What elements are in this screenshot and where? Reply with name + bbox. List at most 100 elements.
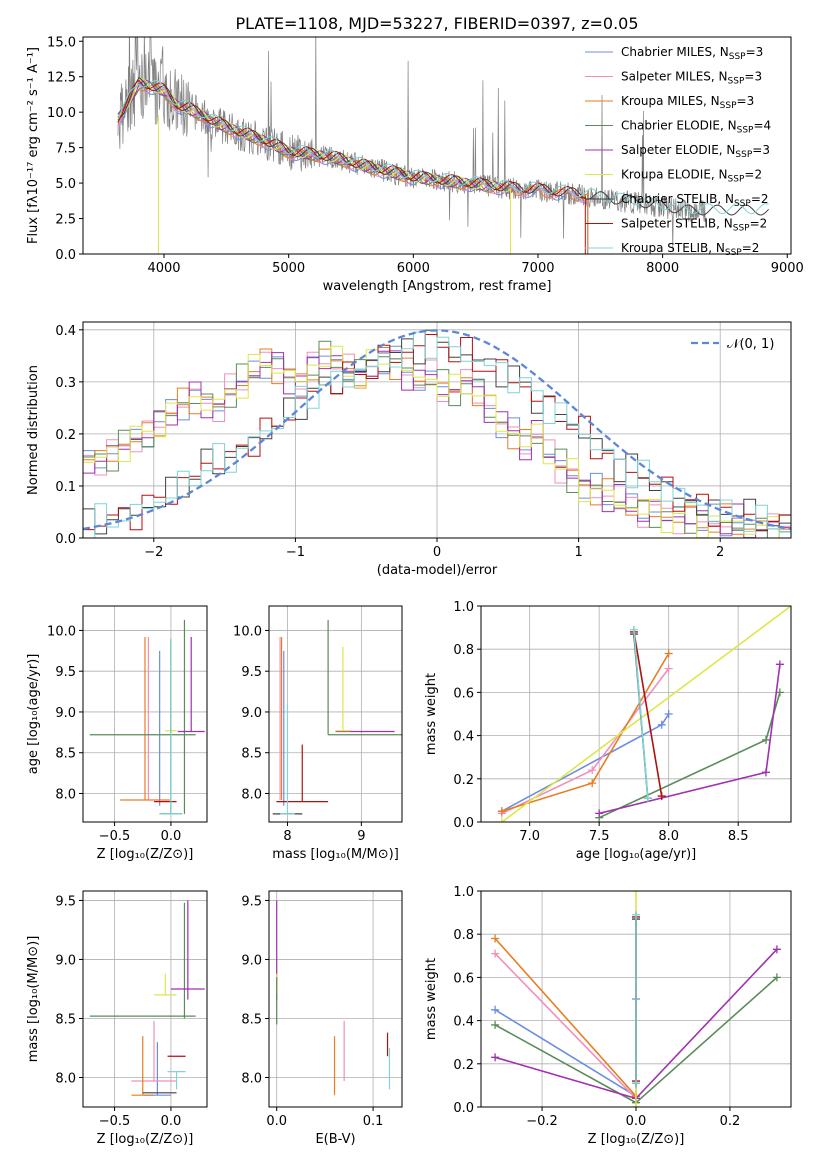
errorbar-point-1 xyxy=(131,1020,177,1082)
legend-entry-sub: SSP xyxy=(728,77,745,87)
y-tick-label: 9.5 xyxy=(55,894,76,909)
weight-vs-Z-panel: −0.2 0.0 0.2 0.0 0.2 0.4 0.6 0.8 1.0 Z [log₁₀(Z/Z… xyxy=(424,885,792,1147)
legend-entry-name: Chabrier MILES, N xyxy=(621,45,729,59)
x-tick-label: 7000 xyxy=(521,261,554,276)
weight-marker xyxy=(497,807,506,816)
weight-marker xyxy=(657,792,666,801)
y-tick-label: 10.0 xyxy=(233,624,262,639)
x-tick-label: 4000 xyxy=(147,261,180,276)
y-tick-label: 0.4 xyxy=(453,730,474,745)
legend-entry-name: Chabrier ELODIE, N xyxy=(621,119,737,133)
x-tick-label: 8000 xyxy=(646,261,679,276)
axes-frame xyxy=(480,605,792,823)
model-line-6 xyxy=(117,77,769,216)
x-axis-label: wavelength [Angstrom, rest frame] xyxy=(323,279,552,294)
y-tick-label: 8.5 xyxy=(55,747,76,762)
y-axis-label: Normed distribution xyxy=(26,365,41,495)
errorbar-point-9 xyxy=(167,1070,186,1090)
legend-entry-sub: SSP xyxy=(733,224,750,234)
weight-line-2 xyxy=(494,937,637,1097)
mass-vs-Z-panel: −0.5 0.0 8.0 8.5 9.0 9.5 Z [log₁₀(Z/Z⊙)] mass [… xyxy=(26,890,208,1147)
x-tick-label: 2 xyxy=(716,545,724,560)
y-tick-label: 9.0 xyxy=(55,706,76,721)
x-tick-label: 9 xyxy=(357,829,365,844)
y-tick-label: 9.5 xyxy=(241,894,262,909)
weight-marker xyxy=(772,945,781,954)
x-axis-label: Z [log₁₀(Z/Z⊙)] xyxy=(588,1132,685,1147)
x-tick-label: 8 xyxy=(283,829,291,844)
weight-marker xyxy=(588,766,597,775)
chart-title: PLATE=1108, MJD=53227, FIBERID=0397, z=0… xyxy=(235,14,638,33)
legend-entry: Salpeter MILES, NSSP=3 xyxy=(621,70,762,87)
residuals-panel: −2 −1 0 1 2 0.0 0.1 0.2 0.3 0.4 (data-model)/error… xyxy=(26,321,792,578)
age-vs-mass-panel: 8 9 8.0 8.5 9.0 9.5 10.0 mass [log₁₀(M/M⊙)] xyxy=(233,605,403,862)
y-tick-label: 10.0 xyxy=(47,106,76,121)
y-tick-label: 9.0 xyxy=(55,953,76,968)
legend-entry-suffix: =2 xyxy=(742,241,760,255)
legend-entry: 𝒩(0, 1) xyxy=(727,337,774,352)
y-tick-label: 8.0 xyxy=(55,1071,76,1086)
y-tick-label: 0.2 xyxy=(453,773,474,788)
spectrum-panel: 4000 5000 6000 7000 8000 9000 0.0 2.5 5.0 7.5 10.0… xyxy=(26,14,804,294)
x-tick-label: 0 xyxy=(433,545,441,560)
y-tick-label: 0.2 xyxy=(453,1058,474,1073)
weight-marker xyxy=(664,710,673,718)
legend-entry-sub: SSP xyxy=(728,175,745,185)
legend-entry-sub: SSP xyxy=(720,101,737,111)
legend-entry: Salpeter STELIB, NSSP=2 xyxy=(621,217,767,234)
weight-marker xyxy=(497,818,506,822)
weight-marker xyxy=(632,891,640,895)
weight-line-8 xyxy=(633,629,649,799)
age-vs-mass-plot-area xyxy=(272,619,402,815)
legend-entry-suffix: =3 xyxy=(744,70,762,84)
legend-entry-name: Kroupa ELODIE, N xyxy=(621,168,728,182)
y-tick-label: 0.0 xyxy=(55,532,76,547)
y-tick-label: 0.0 xyxy=(55,248,76,263)
legend-entry: Salpeter ELODIE, NSSP=3 xyxy=(621,143,770,160)
weight-line-3 xyxy=(598,692,781,819)
legend-entry-suffix: =2 xyxy=(744,168,762,182)
errorbar-point-6 xyxy=(154,973,177,996)
weight-marker xyxy=(491,934,500,943)
weight-marker xyxy=(761,735,770,744)
y-tick-label: 8.0 xyxy=(55,787,76,802)
x-tick-label: −1 xyxy=(286,545,305,560)
x-tick-label: 6000 xyxy=(397,261,430,276)
age-vs-Z-plot-area xyxy=(89,619,205,815)
x-tick-label: 9000 xyxy=(771,261,804,276)
x-axis-label: Z [log₁₀(Z/Z⊙)] xyxy=(97,847,194,862)
y-tick-label: 15.0 xyxy=(47,35,76,50)
weight-line-4 xyxy=(599,664,781,815)
weight-line-5 xyxy=(501,606,791,822)
x-tick-label: 8.5 xyxy=(728,829,749,844)
x-tick-label: 8.0 xyxy=(658,829,679,844)
y-tick-label: 0.6 xyxy=(453,971,474,986)
weight-marker xyxy=(657,720,666,729)
legend-entry: Chabrier MILES, NSSP=3 xyxy=(621,45,763,62)
y-tick-label: 10.0 xyxy=(47,624,76,639)
weight-marker xyxy=(632,1103,640,1107)
legend-entry-sub: SSP xyxy=(735,150,752,160)
legend-entry-suffix: =3 xyxy=(746,45,764,59)
histogram-step-8 xyxy=(83,331,791,538)
mass-vs-ebv-plot-area xyxy=(276,900,391,1096)
y-tick-label: 9.5 xyxy=(55,665,76,680)
errorbar-point-0 xyxy=(143,1042,171,1096)
legend-entry-name: Salpeter ELODIE, N xyxy=(621,143,735,157)
y-axis-label: mass weight xyxy=(424,958,439,1040)
weight-marker xyxy=(761,768,770,777)
legend-entry: Kroupa STELIB, NSSP=2 xyxy=(621,241,759,258)
legend-entry-sub: SSP xyxy=(734,199,751,209)
weight-vs-Z-plot-area xyxy=(491,891,781,1107)
axes-frame xyxy=(82,321,792,539)
x-tick-label: −0.2 xyxy=(526,1114,558,1129)
errorbar-point-8 xyxy=(276,744,329,803)
weight-vs-age-plot-area xyxy=(497,606,791,822)
legend-entry-name: Kroupa MILES, N xyxy=(621,94,720,108)
weight-marker xyxy=(664,664,673,673)
y-tick-label: 1.0 xyxy=(453,600,474,615)
legend-entry-sub: SSP xyxy=(737,126,754,136)
errorbar-point-2 xyxy=(131,1036,155,1096)
legend-entry: Chabrier STELIB, NSSP=2 xyxy=(621,192,769,209)
